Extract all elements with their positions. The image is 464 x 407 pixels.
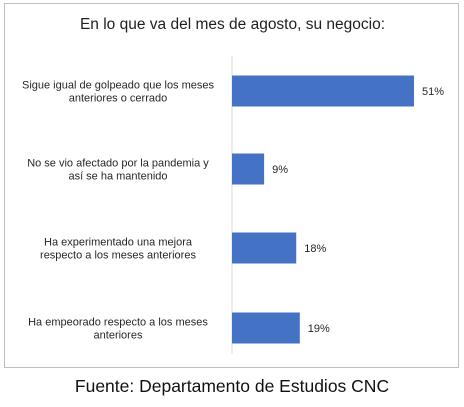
category-label-line: anteriores o cerrado: [69, 93, 167, 105]
source-caption: Fuente: Departamento de Estudios CNC: [74, 376, 390, 396]
category-label-line: Sigue igual de golpeado que los meses: [22, 80, 215, 92]
value-label-3: 19%: [308, 323, 330, 335]
value-label-2: 18%: [304, 243, 326, 255]
category-label-3: Ha empeorado respecto a los meses anterio…: [28, 317, 208, 342]
value-labels-group: 51% 9% 18% 19%: [272, 86, 444, 335]
category-label-0: Sigue igual de golpeado que los meses ant…: [22, 80, 215, 105]
category-label-line: así se ha mantenido: [68, 171, 167, 183]
category-label-line: respecto a los meses anteriores: [40, 250, 196, 262]
category-label-2: Ha experimentado una mejora respecto a lo…: [40, 237, 196, 262]
value-label-0: 51%: [422, 86, 444, 98]
bar-1: [232, 153, 265, 185]
category-label-line: anteriores: [94, 330, 143, 342]
bar-2: [232, 232, 297, 264]
category-labels-group: Sigue igual de golpeado que los meses ant…: [22, 80, 215, 342]
chart-title: En lo que va del mes de agosto, su negoc…: [79, 16, 386, 33]
value-label-1: 9%: [272, 164, 288, 176]
bar-3: [232, 312, 300, 344]
bar-0: [232, 75, 414, 107]
bar-chart: Sigue igual de golpeado que los meses ant…: [22, 56, 444, 354]
category-label-1: No se vio afectado por la pandemia y así …: [27, 158, 209, 183]
chart-frame: En lo que va del mes de agosto, su negoc…: [4, 3, 459, 368]
category-label-line: No se vio afectado por la pandemia y: [27, 158, 209, 170]
category-label-line: Ha empeorado respecto a los meses: [28, 317, 208, 329]
bars-group: [232, 75, 414, 344]
category-label-line: Ha experimentado una mejora: [44, 237, 193, 249]
